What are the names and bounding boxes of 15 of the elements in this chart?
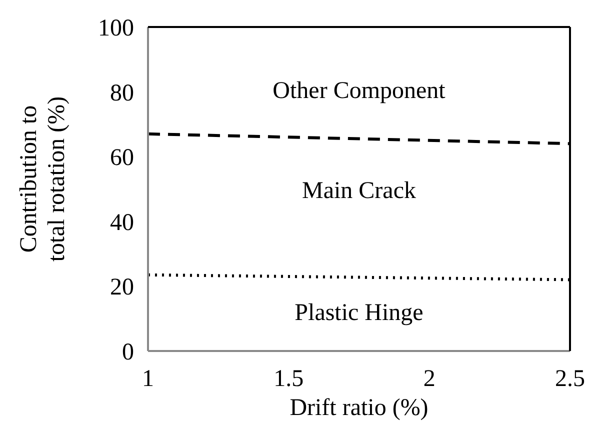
x-tick-label: 2: [423, 366, 436, 392]
y-tick-label: 40: [110, 210, 134, 236]
y-tick-label: 20: [110, 274, 134, 301]
x-tick-label: 1.5: [274, 366, 304, 392]
y-axis-title: Contribution to total rotation (%): [16, 96, 70, 262]
annotation: Main Crack: [301, 178, 417, 205]
y-tick-label: 0: [122, 340, 134, 366]
annotation: Plastic Hinge: [294, 300, 424, 327]
annotation: Other Component: [272, 78, 446, 105]
y-tick-label: 60: [110, 145, 134, 172]
x-tick-label: 2.5: [555, 366, 585, 392]
y-tick-label: 80: [110, 80, 134, 106]
y-tick-label: 100: [98, 16, 134, 42]
x-tick-label: 1: [142, 366, 154, 392]
x-axis-title: Drift ratio (%): [290, 395, 428, 421]
